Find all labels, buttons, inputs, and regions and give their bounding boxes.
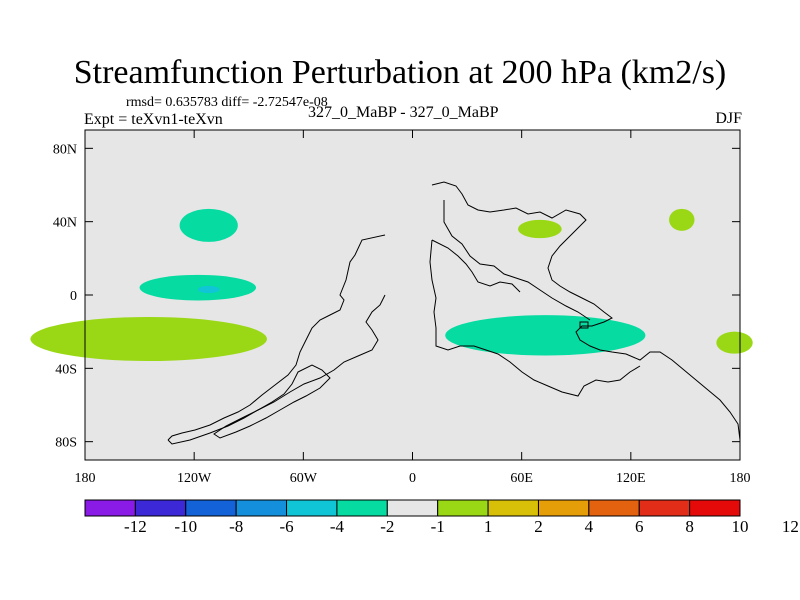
colorbar-label: -2 [380,517,394,536]
colorbar-swatch [588,499,640,517]
colorbar-label: -12 [124,517,147,536]
colorbar-swatch [235,499,288,517]
x-tick-label: 120E [616,471,646,486]
coastlines [167,181,741,445]
colorbar-swatch [84,499,136,517]
colorbar-swatch [286,499,338,517]
colorbar-swatch [638,499,691,517]
coastline-europe-inner [443,200,591,321]
colorbar-label: 12 [782,517,799,536]
y-tick-label: 0 [70,289,77,304]
x-tick-label: 120W [177,471,212,486]
coastline-americas [167,234,386,445]
colorbar-swatch [437,499,489,517]
colorbar: -12 -10 -8 -6 -4 -2 -1 1 2 4 6 8 10 12 [84,499,799,536]
region-pacific-equatorial-negative [139,274,257,301]
colorbar-swatch [134,499,187,517]
region-central-asia-positive [518,219,562,239]
x-tick-label: 180 [75,471,96,486]
colorbar-swatch [537,499,590,517]
colorbar-swatch [336,499,388,517]
case-label: 327_0_MaBP - 327_0_MaBP [308,104,499,121]
x-tick-label: 60E [510,471,533,486]
axes: 180 120W 60W 0 60E 120E 180 80N 40N 0 40S 80S [53,130,751,486]
coastline-mediterranean [431,239,521,293]
experiment-label: Expt = teXvn1-teXvn [84,111,223,128]
x-tick-label: 180 [730,471,751,486]
colorbar-swatch [689,499,741,517]
region-south-pacific-positive [30,317,267,361]
colorbar-swatch [386,499,439,517]
chart-title: Streamfunction Perturbation at 200 hPa (… [73,54,727,91]
region-north-west-pacific-positive [669,208,695,231]
season-label: DJF [715,110,742,127]
region-indian-ocean-negative [445,315,646,356]
colorbar-label: 2 [534,517,543,536]
x-tick-label: 0 [409,471,416,486]
colorbar-swatch [487,499,539,517]
coastline-eurasia-africa [431,181,741,441]
colorbar-label: 8 [685,517,694,536]
colorbar-label: 6 [635,517,644,536]
colorbar-label: -10 [174,517,197,536]
colorbar-label: 10 [732,517,749,536]
y-tick-label: 40N [53,216,77,231]
coastline-island [579,321,589,329]
colorbar-label: -8 [229,517,243,536]
coastline-africa [429,239,641,397]
y-tick-label: 40S [55,362,77,377]
colorbar-label: 4 [585,517,594,536]
colorbar-label: -1 [431,517,445,536]
region-pacific-cyan-core [197,285,220,294]
colorbar-label: -6 [279,517,293,536]
colorbar-swatch [185,499,237,517]
region-north-pacific-negative [179,208,238,242]
colorbar-label: -4 [330,517,345,536]
coastline-south-america [213,364,331,439]
x-tick-label: 60W [290,471,318,486]
y-tick-label: 80N [53,142,77,157]
region-south-pacific-east-positive [716,331,753,354]
y-tick-label: 80S [55,436,77,451]
stats-label: rmsd= 0.635783 diff= -2.72547e-08 [126,95,328,110]
colorbar-label: 1 [484,517,493,536]
